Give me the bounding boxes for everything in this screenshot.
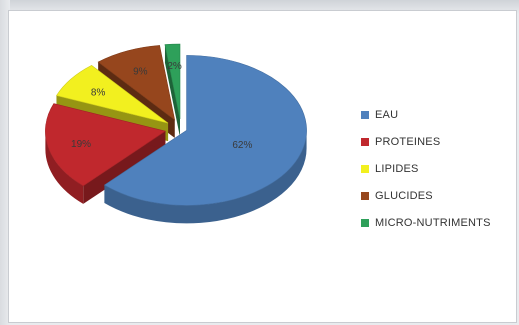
pie-slice-glucides xyxy=(97,45,176,121)
legend-swatch xyxy=(361,165,369,173)
pie-label-micro-nutriments: 2% xyxy=(167,61,182,72)
chart-area: 62% 19% 8% 9% 2% EAU PROTEINES LIPIDES GLUCIDES… xyxy=(8,10,517,323)
legend-swatch xyxy=(361,219,369,227)
legend-label: EAU xyxy=(375,109,399,121)
pie-chart: 62% 19% 8% 9% 2% xyxy=(45,43,307,224)
legend-swatch xyxy=(361,192,369,200)
pie-label-proteines: 19% xyxy=(71,139,91,150)
legend-item-micro-nutriments: MICRO-NUTRIMENTS xyxy=(361,217,491,229)
legend-label: MICRO-NUTRIMENTS xyxy=(375,217,491,229)
pie-label-eau: 62% xyxy=(232,140,252,151)
legend-swatch xyxy=(361,138,369,146)
legend-item-proteines: PROTEINES xyxy=(361,136,491,148)
legend-item-glucides: GLUCIDES xyxy=(361,190,491,202)
pie-slice-eau xyxy=(103,55,307,206)
pie-label-glucides: 9% xyxy=(133,66,148,77)
pie-slice-proteines xyxy=(45,103,167,187)
pie-slice-micro-nutriments xyxy=(164,43,181,120)
pie-side-micro-nutriments xyxy=(164,44,180,138)
pie-label-lipides: 8% xyxy=(91,87,106,98)
legend-label: GLUCIDES xyxy=(375,190,433,202)
legend-label: PROTEINES xyxy=(375,136,441,148)
legend-item-lipides: LIPIDES xyxy=(361,163,491,175)
chart-legend: EAU PROTEINES LIPIDES GLUCIDES MICRO-NUTRIME… xyxy=(361,109,491,244)
pie-slice-lipides xyxy=(56,64,169,124)
legend-item-eau: EAU xyxy=(361,109,491,121)
legend-swatch xyxy=(361,111,369,119)
background-shadow-left xyxy=(0,0,10,325)
legend-label: LIPIDES xyxy=(375,163,419,175)
